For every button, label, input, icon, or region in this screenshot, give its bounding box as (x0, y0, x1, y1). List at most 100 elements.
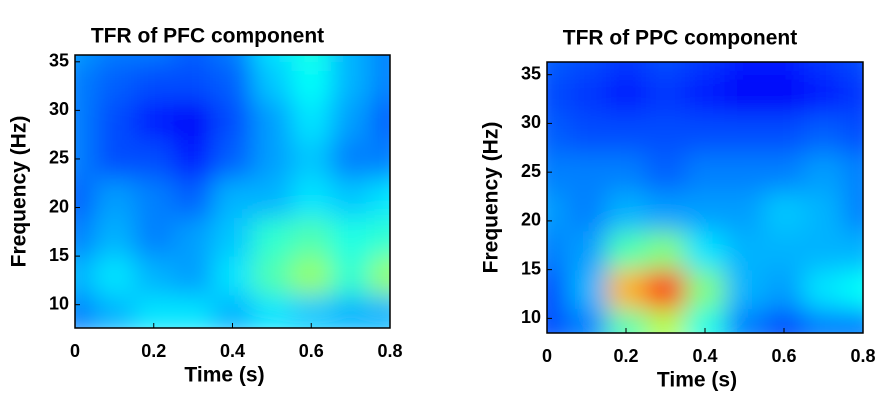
heatmap-cell (547, 308, 568, 333)
heatmap-cell (547, 230, 568, 271)
heatmap-cell (75, 294, 96, 328)
heatmap-cell (75, 217, 96, 257)
x-tick-label: 0 (70, 341, 80, 361)
heatmap-cell (764, 152, 805, 193)
heatmap-cell (606, 191, 647, 232)
y-tick-label: 35 (49, 51, 69, 71)
heatmap-cell (94, 139, 135, 179)
heatmap-cell (291, 256, 332, 296)
heatmap-cell (134, 139, 174, 179)
heatmap-cell (645, 191, 686, 232)
heatmap-cell (173, 61, 214, 102)
heatmap-cell (566, 113, 607, 154)
heatmap-cell (843, 230, 863, 271)
x-tick-label: 0.4 (220, 341, 245, 361)
heatmap-cell (291, 139, 332, 179)
heatmap-cell (803, 191, 844, 232)
heatmap-cell (330, 55, 371, 63)
heatmap-cell (724, 230, 765, 271)
heatmap-cell (645, 62, 686, 76)
heatmap-cell (173, 55, 214, 63)
heatmap-cell (645, 113, 686, 154)
heatmap-cell (370, 61, 390, 102)
heatmap-cell (685, 230, 726, 271)
heatmap-cell (370, 256, 390, 296)
heatmap-cell (134, 294, 174, 328)
heatmap-cell (173, 217, 214, 257)
heatmap-cell (134, 55, 174, 63)
x-tick-label: 0.2 (141, 341, 166, 361)
heatmap-cell (685, 269, 726, 310)
heatmap-cell (252, 139, 293, 179)
heatmap-cell (645, 74, 686, 115)
heatmap-cell (330, 178, 371, 218)
heatmap-cell (803, 152, 844, 193)
heatmap-cell (94, 294, 135, 328)
heatmap-cell (212, 256, 253, 296)
y-tick-label: 30 (49, 99, 69, 119)
heatmap-cell (547, 269, 568, 310)
heatmap-cell (764, 269, 805, 310)
heatmap-cell (843, 152, 863, 193)
heatmap-cell (724, 62, 765, 76)
chart-title: TFR of PPC component (563, 27, 798, 50)
heatmap-cell (94, 217, 135, 257)
y-tick-label: 20 (49, 196, 69, 216)
heatmap-cell (212, 217, 253, 257)
heatmap-cell (685, 62, 726, 76)
heatmap-cell (330, 139, 371, 179)
heatmap-cell (843, 269, 863, 310)
heatmap-cell (252, 294, 293, 328)
heatmap-cell (291, 294, 332, 328)
y-tick-label: 10 (521, 307, 541, 327)
y-tick-label: 10 (49, 293, 69, 313)
heatmap-cell (606, 113, 647, 154)
heatmap-cell (291, 100, 332, 141)
heatmap-cell (547, 113, 568, 154)
heatmap-cell (134, 217, 174, 257)
heatmap-cell (370, 139, 390, 179)
chart-title: TFR of PFC component (91, 25, 324, 48)
heatmap-cell (843, 113, 863, 154)
heatmap (547, 62, 863, 333)
heatmap-cell (724, 113, 765, 154)
heatmap-cell (724, 74, 765, 115)
heatmap-cell (173, 178, 214, 218)
heatmap-cell (764, 113, 805, 154)
heatmap-cell (645, 230, 686, 271)
x-tick-label: 0.2 (613, 346, 638, 366)
heatmap-cell (843, 62, 863, 76)
heatmap-cell (606, 74, 647, 115)
x-tick-label: 0 (542, 346, 552, 366)
heatmap-cell (291, 178, 332, 218)
heatmap-cell (566, 152, 607, 193)
heatmap-cell (685, 191, 726, 232)
heatmap-cell (803, 230, 844, 271)
heatmap-cell (547, 152, 568, 193)
heatmap-cell (724, 152, 765, 193)
heatmap-cell (173, 100, 214, 141)
heatmap-cell (547, 62, 568, 76)
heatmap-cell (330, 217, 371, 257)
heatmap-cell (685, 113, 726, 154)
heatmap-cell (75, 100, 96, 141)
y-tick-label: 20 (521, 210, 541, 230)
heatmap-cell (330, 256, 371, 296)
heatmap-cell (566, 191, 607, 232)
heatmap-cell (212, 61, 253, 102)
y-tick-label: 25 (521, 161, 541, 181)
heatmap-cell (547, 191, 568, 232)
heatmap-cell (173, 139, 214, 179)
heatmap-cell (94, 55, 135, 63)
heatmap-cell (764, 74, 805, 115)
heatmap-cell (803, 308, 844, 333)
heatmap-cell (724, 269, 765, 310)
heatmap-cell (252, 256, 293, 296)
heatmap-cell (212, 139, 253, 179)
heatmap-cell (94, 61, 135, 102)
heatmap-cell (685, 74, 726, 115)
heatmap-cell (330, 61, 371, 102)
heatmap-cell (370, 217, 390, 257)
heatmap-cell (606, 62, 647, 76)
